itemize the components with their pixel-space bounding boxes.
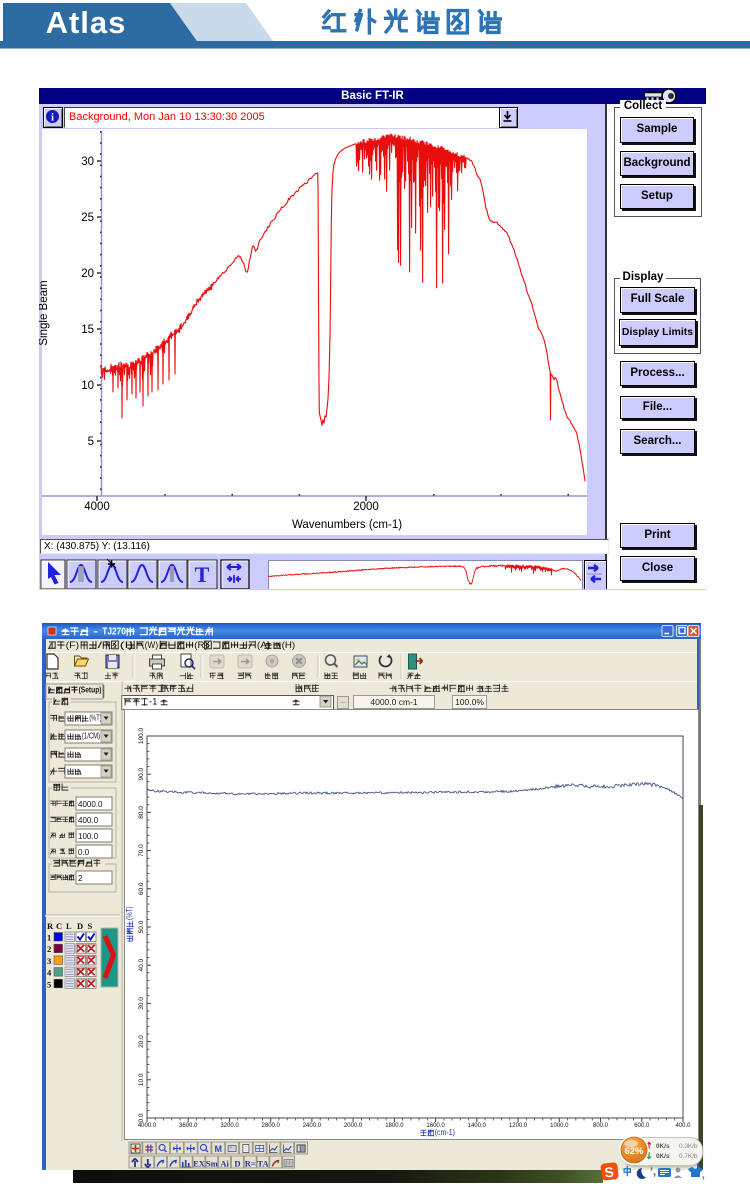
svg-text:4000.0: 4000.0: [78, 800, 103, 809]
svg-text:(1/CM): (1/CM): [82, 732, 100, 741]
svg-text:S: S: [604, 1164, 615, 1181]
svg-text:2400.0: 2400.0: [303, 1123, 322, 1129]
svg-text:800.0: 800.0: [593, 1123, 609, 1129]
svg-text:40.0: 40.0: [138, 958, 145, 971]
svg-text:20.0: 20.0: [138, 1035, 145, 1048]
svg-text:(A): (A): [257, 640, 271, 651]
svg-text:90.0: 90.0: [138, 767, 145, 780]
svg-text:1200.0: 1200.0: [509, 1123, 528, 1129]
svg-text:60.0: 60.0: [138, 882, 145, 895]
svg-text:80.0: 80.0: [138, 806, 145, 819]
svg-text:L: L: [66, 921, 72, 931]
svg-text:3200.0: 3200.0: [220, 1123, 239, 1129]
svg-text:70.0: 70.0: [138, 844, 145, 857]
svg-text:,: ,: [702, 1170, 705, 1181]
svg-text:Atlas: Atlas: [46, 5, 127, 40]
svg-text:50.0: 50.0: [138, 920, 145, 933]
svg-text:C: C: [56, 921, 62, 931]
svg-text:2: 2: [78, 874, 83, 883]
svg-text:600.0: 600.0: [634, 1123, 650, 1129]
svg-text:15: 15: [81, 324, 94, 336]
svg-text:TJ270: TJ270: [102, 626, 126, 637]
svg-text:4000: 4000: [84, 501, 110, 513]
svg-text:TA: TA: [257, 1159, 269, 1169]
svg-text:-1: -1: [149, 696, 158, 706]
svg-text:’,: ’,: [650, 1166, 656, 1178]
svg-text:4000.0: 4000.0: [138, 1123, 157, 1129]
svg-text:T: T: [195, 562, 210, 587]
svg-text:S: S: [88, 921, 93, 931]
svg-text:1000.0: 1000.0: [550, 1123, 569, 1129]
svg-text:400.0: 400.0: [78, 816, 99, 825]
svg-text:30: 30: [81, 156, 94, 168]
svg-text:1400.0: 1400.0: [468, 1123, 487, 1129]
svg-text:(H): (H): [282, 640, 296, 651]
svg-text:1800.0: 1800.0: [385, 1123, 404, 1129]
svg-text:R: R: [47, 921, 54, 931]
svg-text:62%: 62%: [624, 1146, 644, 1157]
svg-text:Wavenumbers (cm-1): Wavenumbers (cm-1): [292, 519, 402, 531]
svg-text:Single Beam: Single Beam: [39, 280, 50, 345]
svg-text:(%T): (%T): [89, 714, 101, 723]
svg-text:/: /: [98, 640, 103, 651]
svg-text:i: i: [51, 112, 54, 124]
svg-text:3600.0: 3600.0: [179, 1123, 198, 1129]
svg-text:100.0: 100.0: [78, 832, 99, 841]
svg-text:Sm: Sm: [206, 1159, 218, 1169]
svg-text:2000.0: 2000.0: [344, 1123, 363, 1129]
svg-text:25: 25: [81, 212, 94, 224]
svg-text:0.0: 0.0: [138, 1113, 145, 1122]
svg-text:0.0: 0.0: [78, 848, 90, 857]
svg-text:10.0: 10.0: [138, 1073, 145, 1086]
svg-text:R=: R=: [245, 1159, 256, 1169]
svg-text:0K/s: 0K/s: [656, 1153, 670, 1160]
svg-text:2000: 2000: [353, 501, 379, 513]
svg-text:(W): (W): [145, 640, 159, 651]
svg-text:(%T): (%T): [125, 906, 134, 920]
svg-text:5: 5: [88, 436, 94, 448]
svg-text:0K/s: 0K/s: [656, 1143, 670, 1150]
svg-text:Ai: Ai: [220, 1159, 229, 1169]
svg-text:1: 1: [47, 933, 51, 943]
svg-text:30.0: 30.0: [138, 997, 145, 1010]
svg-text:(F): (F): [66, 640, 80, 651]
svg-text:5: 5: [47, 979, 51, 989]
svg-text:20: 20: [81, 268, 94, 280]
svg-text:0.7K/b: 0.7K/b: [679, 1153, 698, 1160]
svg-text:400.0: 400.0: [675, 1123, 691, 1129]
svg-text:4: 4: [47, 968, 52, 978]
svg-text:2: 2: [47, 944, 51, 954]
svg-text:2800.0: 2800.0: [262, 1123, 281, 1129]
svg-text:EX: EX: [193, 1159, 206, 1169]
svg-text:(R): (R): [194, 640, 208, 651]
svg-text:M: M: [215, 1144, 223, 1154]
svg-text:0.3K/b: 0.3K/b: [679, 1143, 698, 1150]
svg-text:3: 3: [47, 956, 51, 966]
svg-text:100.0: 100.0: [138, 727, 145, 744]
svg-text:D: D: [77, 921, 83, 931]
svg-text:(Setup): (Setup): [79, 685, 102, 694]
svg-text:10: 10: [81, 380, 94, 392]
svg-text:(cm-1): (cm-1): [435, 1128, 456, 1137]
svg-text:(I): (I): [120, 640, 134, 651]
svg-text:D: D: [234, 1159, 240, 1169]
svg-text:1600.0: 1600.0: [426, 1123, 445, 1129]
svg-text:-: -: [93, 626, 98, 637]
